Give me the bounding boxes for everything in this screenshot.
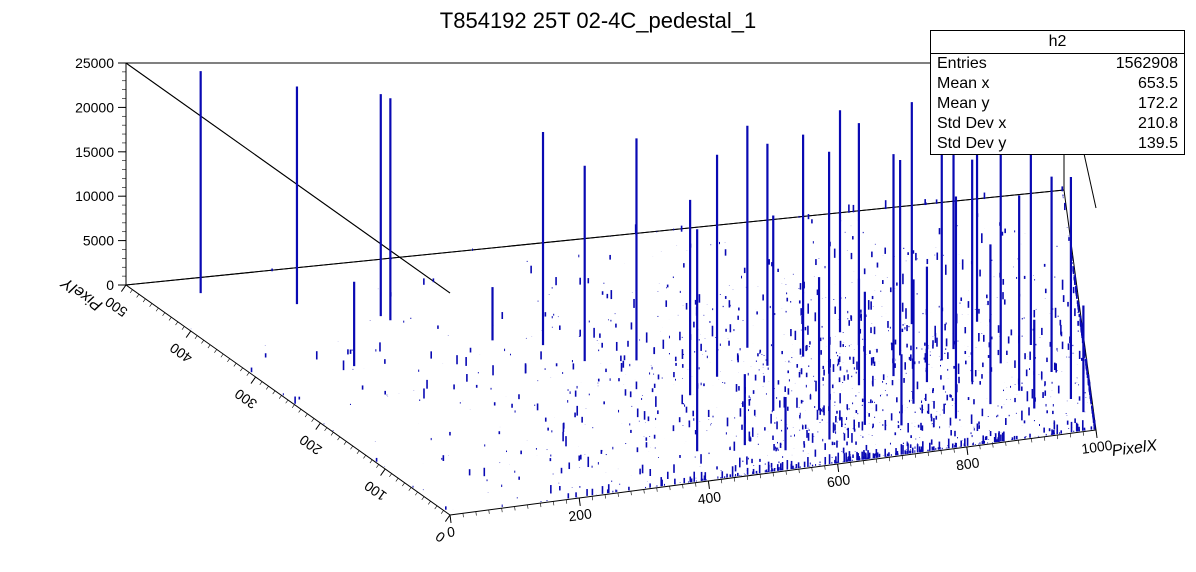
tick-label: 10000 <box>75 188 114 204</box>
axis-label: PixelY <box>58 273 106 314</box>
tick-label: 200 <box>296 432 324 459</box>
tick-label: 0 <box>446 523 456 540</box>
stats-label: Std Dev x <box>937 114 1006 134</box>
stats-label: Entries <box>937 54 987 74</box>
tick-label: 5000 <box>83 233 114 249</box>
stats-row: Mean x 653.5 <box>931 74 1184 94</box>
tick-label: 25000 <box>75 55 114 71</box>
tick-label: 800 <box>955 454 980 473</box>
tick-label: 300 <box>231 386 259 413</box>
stats-label: Std Dev y <box>937 134 1006 154</box>
tick-label: 100 <box>361 478 389 505</box>
tick-label: 400 <box>167 340 195 367</box>
stats-label: Mean x <box>937 74 989 94</box>
stats-value: 1562908 <box>1116 54 1178 74</box>
stats-value: 653.5 <box>1138 74 1178 94</box>
stats-value: 139.5 <box>1138 134 1178 154</box>
tick-label: 400 <box>697 488 722 507</box>
chart-title: T854192 25T 02-4C_pedestal_1 <box>440 8 756 33</box>
tick-label: 20000 <box>75 99 114 115</box>
stats-value: 210.8 <box>1138 114 1178 134</box>
tick-label: 0 <box>432 528 448 546</box>
stats-title: h2 <box>931 31 1184 54</box>
tick-label: 600 <box>826 471 851 490</box>
axis-label: PixelX <box>1111 437 1159 460</box>
stats-rows: Entries1562908Mean x653.5Mean y172.2Std … <box>931 54 1184 154</box>
tick-label: 1000 <box>1080 437 1113 457</box>
stats-box: h2 Entries1562908Mean x653.5Mean y172.2S… <box>930 30 1185 155</box>
stats-label: Mean y <box>937 94 989 114</box>
tick-label: 200 <box>567 505 592 524</box>
stats-row: Std Dev y 139.5 <box>931 134 1184 154</box>
stats-value: 172.2 <box>1138 94 1178 114</box>
tick-label: 0 <box>106 277 114 293</box>
tick-label: 15000 <box>75 144 114 160</box>
chart-root: T854192 25T 02-4C_pedestal_1 0 200 400 600 80… <box>0 0 1196 572</box>
stats-row: Mean y 172.2 <box>931 94 1184 114</box>
tick-label: 500 <box>102 294 130 321</box>
stats-row: Entries 1562908 <box>931 54 1184 74</box>
stats-row: Std Dev x 210.8 <box>931 114 1184 134</box>
